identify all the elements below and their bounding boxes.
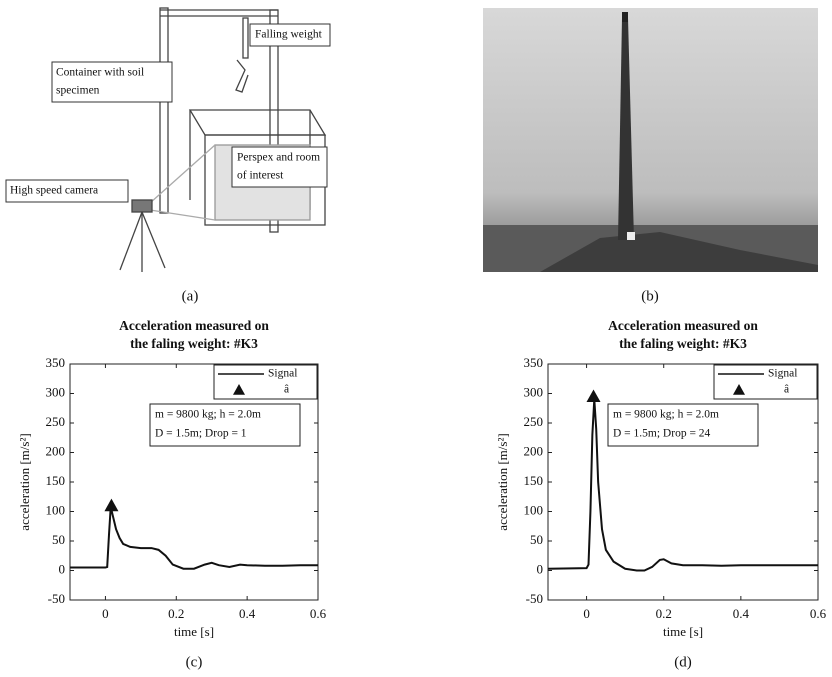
y-tick-label: -50	[526, 591, 543, 606]
y-tick-label: -50	[48, 591, 65, 606]
annotation-box	[149, 403, 301, 447]
plot-area	[69, 363, 319, 601]
x-tick-label: 0.6	[810, 606, 827, 621]
chart-title: Acceleration measured on	[608, 318, 758, 333]
x-tick-label: 0.2	[656, 606, 672, 621]
sketch-label: Container with soil	[56, 67, 144, 79]
annotation: D = 1.5m; Drop = 1	[155, 428, 247, 440]
y-tick-label: 300	[524, 384, 544, 399]
legend-label: â	[784, 384, 789, 396]
y-tick-label: 150	[524, 473, 544, 488]
sketch-label: Perspex and room	[237, 152, 320, 164]
panel-label: (c)	[186, 654, 203, 670]
x-tick-label: 0.2	[168, 606, 184, 621]
chart-title: the faling weight: #K3	[130, 336, 258, 351]
legend-label: Signal	[268, 368, 297, 380]
chart-title: Acceleration measured on	[119, 318, 269, 333]
sketch-label: Falling weight	[255, 29, 323, 41]
y-tick-label: 350	[524, 355, 544, 370]
sketch-label: specimen	[56, 85, 100, 97]
panel-label: (d)	[674, 654, 692, 670]
annotation: D = 1.5m; Drop = 24	[613, 428, 711, 440]
y-tick-label: 200	[524, 443, 544, 458]
photo	[483, 8, 818, 272]
peak-marker	[586, 389, 601, 403]
rig-sketch	[119, 7, 327, 272]
y-axis-label: acceleration [m/s²]	[495, 433, 510, 530]
chart-title: the faling weight: #K3	[619, 336, 747, 351]
y-axis-label: acceleration [m/s²]	[17, 433, 32, 530]
y-tick-label: 350	[46, 355, 66, 370]
legend-marker	[733, 384, 745, 395]
y-tick-label: 250	[524, 414, 544, 429]
y-tick-label: 0	[59, 561, 66, 576]
signal-line	[547, 399, 818, 572]
legend-box	[213, 364, 318, 400]
annotation: m = 9800 kg; h = 2.0m	[613, 409, 719, 421]
plot-area	[547, 363, 819, 601]
annotation: m = 9800 kg; h = 2.0m	[155, 409, 261, 421]
y-tick-label: 100	[524, 502, 544, 517]
panel-label: (b)	[641, 288, 659, 304]
legend-marker	[233, 384, 245, 395]
sketch-label: High speed camera	[10, 185, 98, 197]
y-tick-label: 100	[46, 502, 66, 517]
x-axis-label: time [s]	[663, 624, 703, 639]
y-tick-label: 150	[46, 473, 66, 488]
panel-label: (a)	[182, 288, 199, 304]
y-tick-label: 200	[46, 443, 66, 458]
x-tick-label: 0.4	[733, 606, 750, 621]
sketch-label: of interest	[237, 170, 284, 182]
y-tick-label: 50	[530, 532, 543, 547]
x-tick-label: 0	[102, 606, 109, 621]
x-tick-label: 0.6	[310, 606, 327, 621]
legend-box	[713, 364, 818, 400]
y-tick-label: 0	[537, 561, 544, 576]
annotation-box	[607, 403, 759, 447]
peak-marker	[104, 498, 119, 512]
x-tick-label: 0	[583, 606, 590, 621]
x-tick-label: 0.4	[239, 606, 256, 621]
x-axis-label: time [s]	[174, 624, 214, 639]
y-tick-label: 250	[46, 414, 66, 429]
y-tick-label: 300	[46, 384, 66, 399]
legend-label: Signal	[768, 368, 797, 380]
legend-label: â	[284, 384, 289, 396]
sketch-label-boxes	[5, 23, 331, 203]
y-tick-label: 50	[52, 532, 65, 547]
